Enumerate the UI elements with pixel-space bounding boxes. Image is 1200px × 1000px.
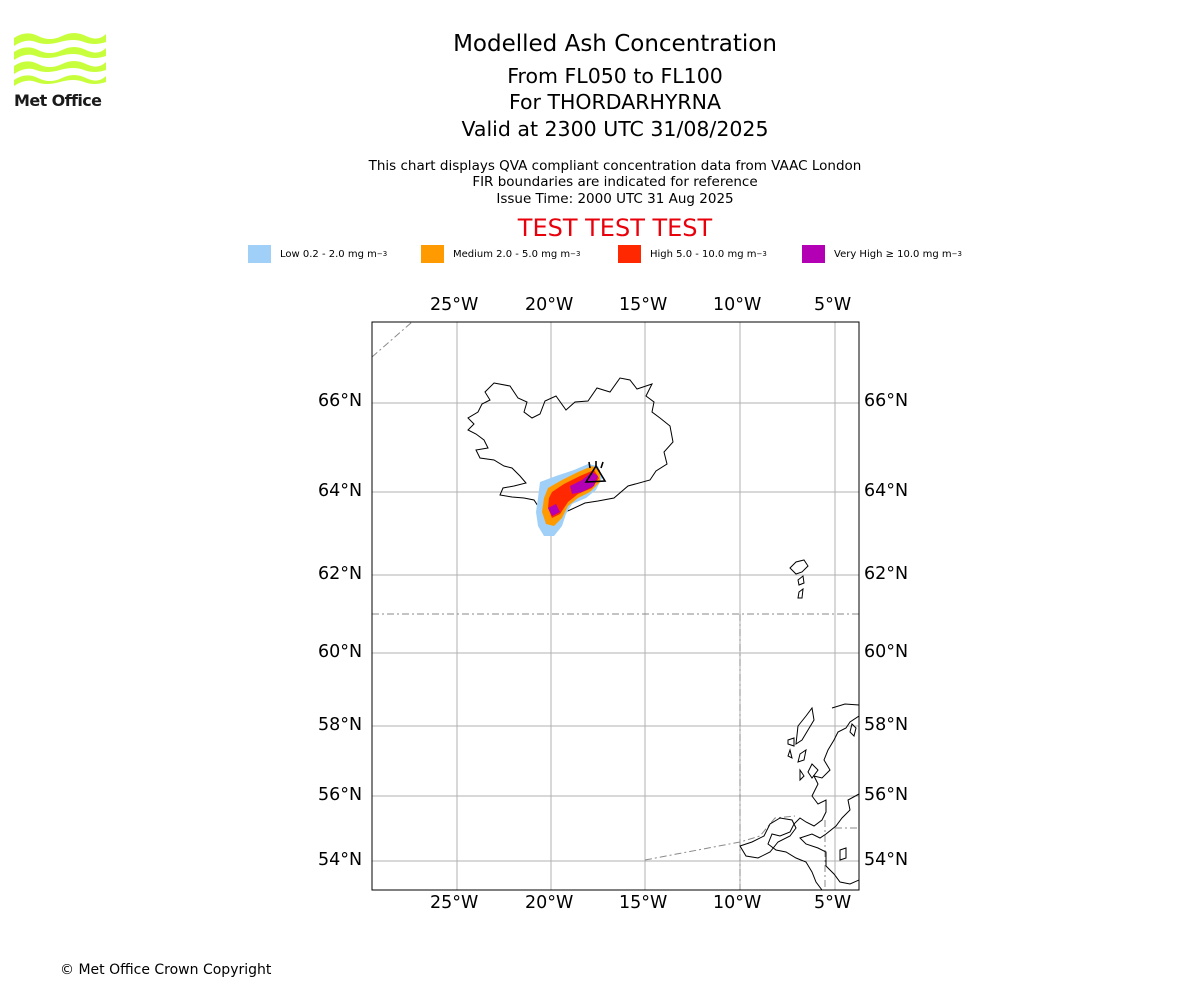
copyright-notice: © Met Office Crown Copyright <box>60 962 272 978</box>
legend-swatch-medium <box>421 245 444 263</box>
info-line-2: FIR boundaries are indicated for referen… <box>472 174 758 190</box>
legend-label-high: High 5.0 - 10.0 mg m <box>650 248 757 260</box>
lon-label-top-15w: 15°W <box>619 295 668 315</box>
logo-text: Met Office <box>14 91 102 110</box>
lon-label-top-10w: 10°W <box>713 295 762 315</box>
lon-label-top-20w: 20°W <box>525 295 574 315</box>
met-office-logo-icon <box>14 33 106 86</box>
lat-label-left-60n: 60°N <box>318 642 363 662</box>
lon-label-top-5w: 5°W <box>814 295 852 315</box>
legend-item-medium: Medium 2.0 - 5.0 mg m −3 <box>421 244 580 264</box>
legend-swatch-low <box>248 245 271 263</box>
volcano-triangle-icon <box>584 461 607 483</box>
ireland-coast <box>739 817 797 859</box>
faroe-islands <box>789 559 809 599</box>
lon-label-top-25w: 25°W <box>430 295 479 315</box>
flight-level-subtitle: From FL050 to FL100 <box>507 64 723 88</box>
legend-label-low: Low 0.2 - 2.0 mg m <box>280 248 377 260</box>
lat-label-right-56n: 56°N <box>864 785 909 805</box>
legend-unit-medium: −3 <box>570 250 581 258</box>
legend-item-high: High 5.0 - 10.0 mg m −3 <box>618 244 767 264</box>
valid-time-subtitle: Valid at 2300 UTC 31/08/2025 <box>461 117 769 141</box>
iceland-coastline <box>467 377 674 517</box>
lon-label-bottom-20w: 20°W <box>525 893 574 913</box>
lon-label-bottom-15w: 15°W <box>619 893 668 913</box>
legend-unit-high: −3 <box>756 250 767 258</box>
fir-boundaries <box>372 322 859 890</box>
lon-label-bottom-5w: 5°W <box>814 893 852 913</box>
lat-label-right-54n: 54°N <box>864 850 909 870</box>
lat-label-right-60n: 60°N <box>864 642 909 662</box>
chart-title: Modelled Ash Concentration <box>453 31 777 57</box>
ash-plume <box>536 464 602 536</box>
map-frame <box>371 321 860 891</box>
lat-label-left-56n: 56°N <box>318 785 363 805</box>
legend-item-low: Low 0.2 - 2.0 mg m −3 <box>248 244 387 264</box>
lat-label-left-58n: 58°N <box>318 715 363 735</box>
lat-label-left-54n: 54°N <box>318 850 363 870</box>
legend-label-very-high: Very High ≥ 10.0 mg m <box>834 248 952 260</box>
issue-time: Issue Time: 2000 UTC 31 Aug 2025 <box>496 191 734 207</box>
lat-label-right-62n: 62°N <box>864 564 909 584</box>
lat-label-left-64n: 64°N <box>318 481 363 501</box>
test-banner: TEST TEST TEST <box>517 214 713 242</box>
lon-label-bottom-25w: 25°W <box>430 893 479 913</box>
legend-swatch-high <box>618 245 641 263</box>
legend-swatch-very-high <box>802 245 825 263</box>
isle-of-man <box>839 847 847 861</box>
legend-unit-low: −3 <box>376 250 388 258</box>
ash-very-high-area <box>548 472 598 516</box>
legend-item-very-high: Very High ≥ 10.0 mg m −3 <box>802 244 962 264</box>
shetland <box>849 723 857 737</box>
lat-label-right-64n: 64°N <box>864 481 909 501</box>
legend-label-medium: Medium 2.0 - 5.0 mg m <box>453 248 571 260</box>
info-line-1: This chart displays QVA compliant concen… <box>368 158 862 174</box>
outer-hebrides <box>787 706 819 782</box>
map-gridlines <box>372 322 859 890</box>
uk-coastline <box>767 703 859 890</box>
lat-label-left-66n: 66°N <box>318 391 363 411</box>
lat-label-left-62n: 62°N <box>318 564 363 584</box>
volcano-subtitle: For THORDARHYRNA <box>508 90 722 114</box>
lon-label-bottom-10w: 10°W <box>713 893 762 913</box>
lat-label-right-58n: 58°N <box>864 715 909 735</box>
legend-unit-very-high: −3 <box>951 250 962 258</box>
lat-label-right-66n: 66°N <box>864 391 909 411</box>
